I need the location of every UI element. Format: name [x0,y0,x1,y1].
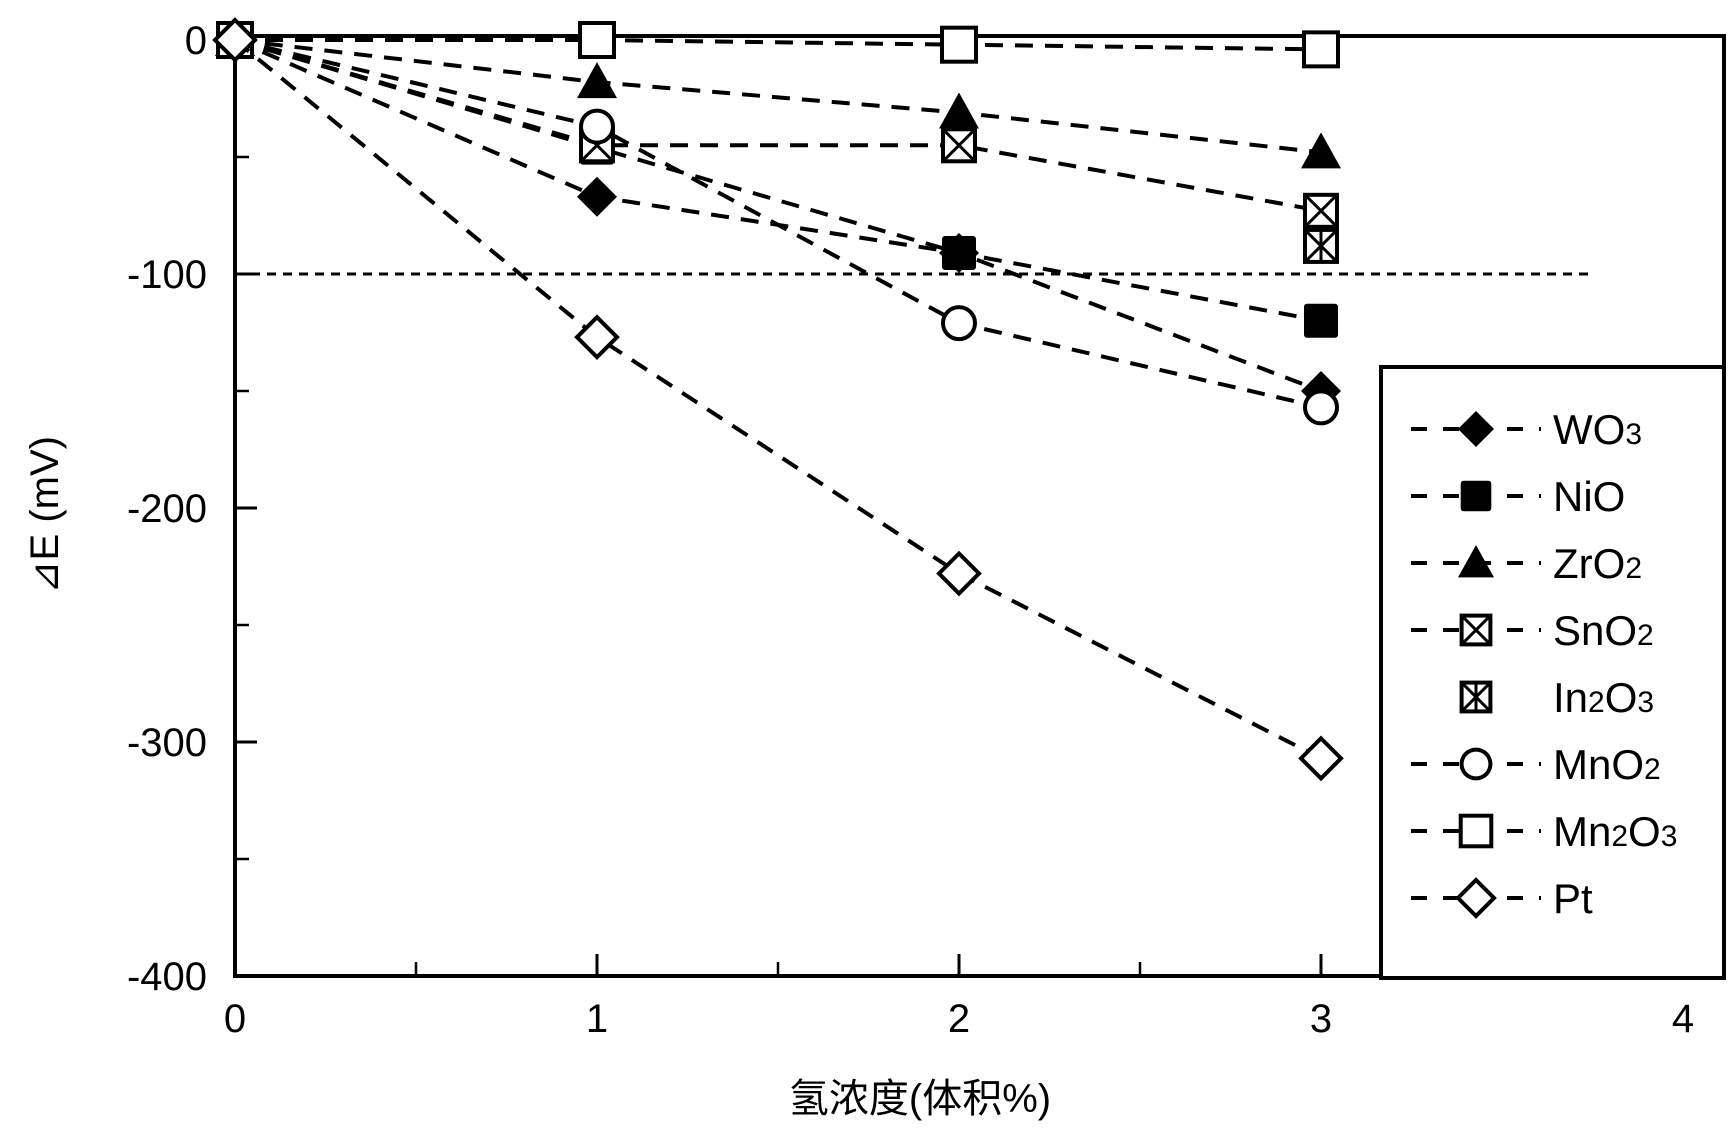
series-Mn2O3 [218,23,1338,66]
filled-square-icon [1304,304,1338,338]
open-circle-icon [943,307,975,339]
series-line [235,40,1321,391]
x-tick-label: 2 [948,997,970,1041]
open-circle-icon [1305,391,1337,423]
open-diamond-icon [577,317,617,357]
filled-diamond-icon [577,177,617,217]
open-square-icon [580,23,614,57]
filled-square-icon [1461,481,1492,512]
y-tick-label: -400 [127,955,207,999]
y-tick-label: -100 [127,253,207,297]
y-axis-title: ⊿E (mV) [23,436,67,594]
series-NiO [218,23,1338,338]
data-series [215,20,1341,778]
open-square-icon [1461,816,1492,847]
filled-triangle-icon [1301,132,1341,168]
open-circle-icon [581,111,613,143]
x-tick-label: 0 [224,997,246,1041]
series-In2O3 [1305,230,1337,262]
series-line [235,40,1321,407]
hydrogen-response-chart: 0 1 2 3 4 0 -100 -200 -300 -400 WO3NiOZrO2SnO2In2… [0,0,1734,1130]
open-circle-icon [1462,750,1491,779]
y-tick-label: -200 [127,487,207,531]
y-tick-label: 0 [185,19,207,63]
series-line [235,40,1321,152]
filled-triangle-icon [939,93,979,129]
legend: WO3NiOZrO2SnO2In2O3MnO2Mn2O3Pt [1381,367,1724,978]
open-diamond-icon [1301,738,1341,778]
open-square-icon [1304,32,1338,66]
series-SnO2 [219,24,1337,227]
x-tick-label: 3 [1310,997,1332,1041]
x-axis-title: 氢浓度(体积%) [789,1077,1051,1121]
filled-square-icon [942,236,976,270]
series-WO3 [215,20,1341,411]
open-diamond-icon [939,554,979,594]
x-tick-label: 1 [586,997,608,1041]
x-tick-label: 4 [1672,997,1694,1041]
series-line [235,40,1321,211]
series-line [235,40,1321,758]
open-square-icon [942,28,976,62]
legend-label: NiO [1553,473,1625,520]
filled-triangle-icon [577,62,617,98]
series-line [235,40,1321,49]
series-Pt [215,20,1341,778]
y-tick-label: -300 [127,721,207,765]
legend-label: Pt [1553,875,1593,922]
